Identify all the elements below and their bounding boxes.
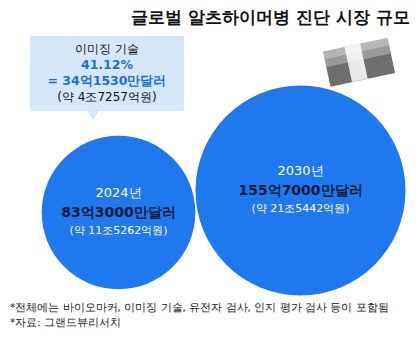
svg-text:2030년: 2030년 xyxy=(277,163,323,178)
html-text:*자료: 그랜드뷰리서치: *자료: 그랜드뷰리서치 xyxy=(10,316,122,328)
html-text:41.12%: 41.12% xyxy=(81,57,133,72)
html-text:글로벌 알츠하이머병 진단 시장 규모: 글로벌 알츠하이머병 진단 시장 규모 xyxy=(131,7,410,27)
svg-text:2024년: 2024년 xyxy=(95,185,141,200)
html-text:(약 4조7257억원): (약 4조7257억원) xyxy=(57,90,157,104)
svg-text:(약 21조5442억원): (약 21조5442억원) xyxy=(251,202,349,215)
html-text:= 34억1530만달러: = 34억1530만달러 xyxy=(47,73,167,88)
svg-text:155억7000만달러: 155억7000만달러 xyxy=(238,182,362,198)
html-text:이미징 기술: 이미징 기술 xyxy=(75,42,139,56)
html-text:*전체에는 바이오마커, 이미징 기술, 유전자 검사, 인: *전체에는 바이오마커, 이미징 기술, 유전자 검사, 인지 평가 검사 등이… xyxy=(10,301,389,313)
svg-text:(약 11조5262억원): (약 11조5262억원) xyxy=(69,224,167,237)
svg-text:83억3000만달러: 83억3000만달러 xyxy=(61,204,175,220)
